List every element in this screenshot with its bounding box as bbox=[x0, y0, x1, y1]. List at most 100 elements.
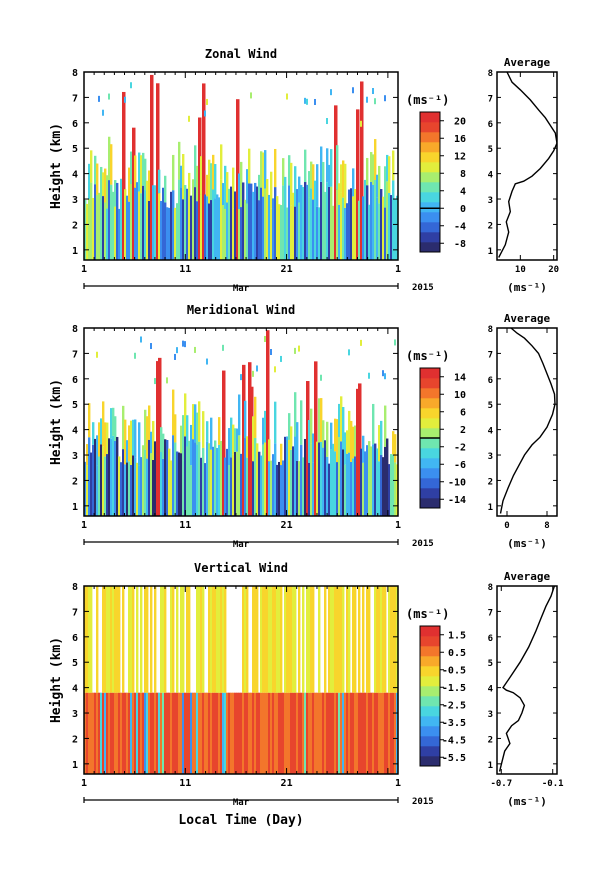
heatmap-cell bbox=[348, 410, 351, 453]
heatmap-cell bbox=[252, 586, 255, 693]
heatmap-cell bbox=[262, 152, 265, 197]
heatmap-cell bbox=[308, 692, 311, 774]
heatmap-cell bbox=[134, 419, 137, 458]
heatmap-cell bbox=[238, 692, 241, 774]
heatmap-cell bbox=[208, 443, 211, 516]
vertical-average-title: Average bbox=[504, 570, 551, 583]
heatmap-cell bbox=[206, 421, 209, 442]
heatmap-cell bbox=[362, 196, 365, 260]
heatmap-cell bbox=[304, 438, 307, 516]
heatmap-cell bbox=[298, 461, 301, 516]
heatmap-cell bbox=[316, 206, 319, 260]
zonal-wind-heatmap bbox=[84, 74, 398, 260]
heatmap-cell bbox=[254, 586, 257, 693]
heatmap-cell bbox=[182, 154, 185, 200]
heatmap-cell bbox=[258, 174, 261, 201]
heatmap-cell bbox=[318, 692, 321, 774]
heatmap-cell bbox=[160, 200, 163, 260]
heatmap-cell bbox=[108, 93, 110, 100]
heatmap-cell bbox=[256, 586, 259, 693]
heatmap-cell bbox=[152, 459, 155, 516]
month-label: Mar bbox=[233, 284, 250, 294]
heatmap-cell bbox=[90, 150, 93, 183]
heatmap-cell bbox=[346, 692, 349, 774]
vertical-wind-y-axis-label: Height (km) bbox=[49, 637, 64, 723]
heatmap-cell bbox=[154, 586, 157, 693]
colorbar-bin bbox=[420, 112, 440, 123]
heatmap-cell bbox=[246, 169, 249, 204]
heatmap-cell bbox=[108, 180, 111, 260]
heatmap-cell bbox=[386, 181, 389, 260]
heatmap-cell bbox=[138, 191, 141, 260]
heatmap-cell bbox=[298, 586, 301, 693]
heatmap-cell bbox=[96, 465, 99, 516]
heatmap-cell bbox=[318, 398, 321, 443]
heatmap-cell bbox=[122, 449, 125, 516]
heatmap-cell bbox=[204, 692, 207, 774]
heatmap-cell bbox=[352, 426, 355, 459]
heatmap-cell bbox=[256, 692, 259, 774]
heatmap-cell bbox=[342, 407, 345, 450]
meridional-average-y-ticks: 1 2 3 4 5 6 7 8 bbox=[488, 325, 557, 513]
heatmap-cell bbox=[196, 412, 199, 445]
heatmap-cell bbox=[220, 179, 223, 260]
heatmap-cell bbox=[352, 87, 354, 94]
heatmap-cell bbox=[252, 191, 255, 260]
heatmap-cell bbox=[264, 188, 267, 260]
heatmap-cell bbox=[162, 586, 165, 693]
heatmap-cell bbox=[294, 586, 297, 693]
heatmap-cell bbox=[284, 176, 287, 207]
heatmap-cell bbox=[370, 181, 373, 260]
heatmap-cell bbox=[222, 370, 226, 516]
heatmap-cell bbox=[134, 692, 137, 774]
heatmap-cell bbox=[320, 374, 322, 381]
colorbar-tick-label: 12 bbox=[454, 151, 466, 162]
heatmap-cell bbox=[98, 192, 101, 260]
heatmap-cell bbox=[104, 168, 107, 203]
heatmap-cell bbox=[168, 692, 171, 774]
heatmap-cell bbox=[372, 444, 375, 516]
heatmap-cell bbox=[260, 151, 263, 188]
heatmap-cell bbox=[150, 586, 153, 693]
heatmap-cell bbox=[288, 439, 291, 516]
heatmap-cell bbox=[170, 586, 173, 693]
heatmap-cell bbox=[190, 692, 193, 774]
heatmap-cell bbox=[230, 417, 233, 458]
heatmap-cell bbox=[184, 185, 187, 260]
heatmap-cell bbox=[154, 378, 156, 385]
heatmap-cell bbox=[388, 156, 391, 193]
profile-y-tick-label: 4 bbox=[488, 685, 494, 695]
heatmap-cell bbox=[366, 157, 369, 186]
heatmap-cell bbox=[128, 461, 131, 516]
heatmap-cell bbox=[386, 154, 389, 182]
heatmap-cell bbox=[84, 199, 87, 260]
heatmap-cell bbox=[338, 183, 341, 205]
heatmap-cell bbox=[92, 444, 95, 516]
heatmap-cell bbox=[266, 330, 270, 516]
heatmap-cell bbox=[362, 586, 365, 693]
heatmap-cell bbox=[268, 461, 271, 516]
heatmap-cell bbox=[120, 462, 123, 516]
heatmap-cell bbox=[110, 144, 113, 185]
colorbar-bin bbox=[420, 132, 440, 143]
heatmap-cell bbox=[232, 692, 235, 774]
heatmap-cell bbox=[184, 436, 187, 516]
heatmap-cell bbox=[258, 200, 261, 260]
heatmap-cell bbox=[194, 145, 197, 188]
heatmap-cell bbox=[312, 199, 315, 260]
heatmap-cell bbox=[294, 392, 297, 437]
heatmap-cell bbox=[282, 158, 285, 186]
heatmap-cell bbox=[182, 415, 185, 461]
heatmap-cell bbox=[312, 586, 315, 693]
heatmap-cell bbox=[328, 164, 331, 187]
heatmap-cell bbox=[212, 189, 215, 260]
heatmap-cell bbox=[224, 165, 227, 209]
heatmap-cell bbox=[90, 452, 93, 516]
heatmap-cell bbox=[238, 435, 241, 516]
colorbar-tick-label: -1.5 bbox=[442, 683, 466, 694]
heatmap-cell bbox=[180, 425, 183, 454]
heatmap-cell bbox=[218, 692, 221, 774]
heatmap-cell bbox=[368, 372, 370, 379]
